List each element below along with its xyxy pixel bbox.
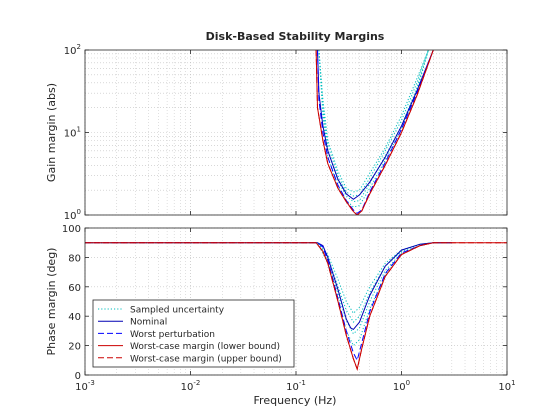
legend-label-lower-bound: Worst-case margin (lower bound) [130, 342, 280, 352]
phase-series-sampled [85, 242, 452, 315]
phase-series-upper-bound [85, 242, 507, 371]
x-tick-label: 10-3 [75, 379, 95, 393]
gain-series-sampled [318, 50, 429, 193]
gain-series-sampled [318, 50, 429, 197]
gain-margin-panel: 100 101 102 Gain margin (abs) [45, 43, 508, 222]
gain-y-tick-label: 100 [64, 208, 81, 222]
x-tick-label: 10-2 [181, 379, 201, 393]
phase-series-nominal [85, 242, 452, 331]
legend-label-upper-bound: Worst-case margin (upper bound) [130, 354, 282, 364]
gain-series-nominal [317, 50, 434, 200]
gain-series-upper-bound [315, 50, 434, 215]
legend-label-nominal: Nominal [130, 318, 167, 328]
phase-y-tick-label: 60 [68, 283, 81, 294]
x-tick-label: 10-1 [286, 379, 306, 393]
gain-y-axis-label: Gain margin (abs) [45, 83, 58, 182]
gain-x-ticks [84, 50, 508, 215]
phase-series-group [85, 242, 507, 371]
x-axis-label: Frequency (Hz) [254, 394, 337, 407]
legend-box [92, 299, 295, 368]
phase-y-tick-label: 20 [68, 342, 81, 353]
phase-y-tick-label: 80 [68, 253, 81, 264]
gain-grid [84, 50, 507, 216]
x-tick-label: 100 [393, 379, 410, 393]
gain-y-tick-label: 102 [64, 43, 81, 57]
phase-y-axis-label: Phase margin (deg) [45, 248, 58, 356]
phase-y-tick-label: 0 [75, 371, 81, 382]
gain-y-ticks: 100 101 102 [64, 43, 507, 222]
phase-x-ticks: 10-3 10-2 10-1 100 101 [75, 228, 516, 393]
legend: Sampled uncertainty Nominal Worst perturba… [92, 299, 295, 368]
x-tick-label: 101 [498, 379, 515, 393]
legend-label-sampled: Sampled uncertainty [130, 306, 225, 316]
chart-title: Disk-Based Stability Margins [206, 30, 385, 43]
legend-label-worst-perturbation: Worst perturbation [130, 330, 215, 340]
phase-y-tick-label: 40 [68, 312, 81, 323]
gain-series-group [315, 50, 434, 215]
phase-y-ticks: 0 20 40 60 80 100 [62, 224, 507, 382]
phase-y-tick-label: 100 [62, 224, 81, 235]
gain-series-worst-perturbation [317, 50, 434, 214]
gain-y-tick-label: 101 [64, 126, 81, 140]
